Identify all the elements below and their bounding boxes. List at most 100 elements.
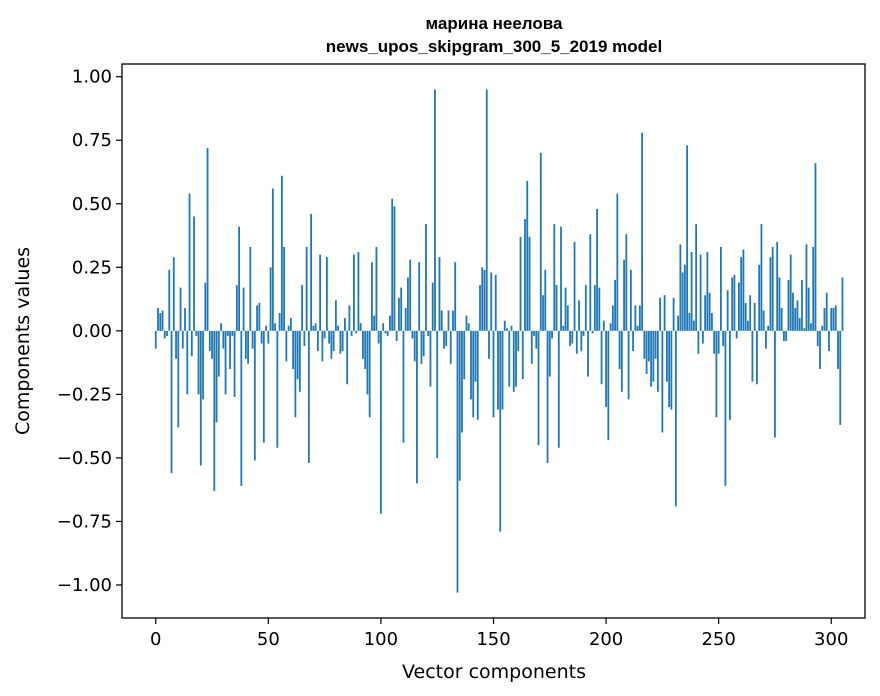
- bar: [289, 318, 292, 331]
- bar: [548, 330, 551, 377]
- bar: [645, 330, 648, 375]
- bar: [407, 277, 409, 331]
- y-tick-label: 0.50: [72, 194, 112, 215]
- bar: [596, 208, 598, 331]
- bar: [758, 264, 761, 331]
- bar: [553, 224, 556, 331]
- bar: [242, 287, 245, 331]
- bar: [188, 193, 191, 331]
- bar: [159, 313, 162, 331]
- bar: [692, 320, 695, 331]
- bar: [181, 330, 184, 349]
- bar: [760, 224, 763, 331]
- bar: [319, 254, 322, 331]
- bar: [506, 328, 508, 331]
- bar: [528, 236, 531, 331]
- bar: [226, 330, 229, 336]
- bar: [575, 330, 578, 354]
- bar: [593, 285, 596, 331]
- bar: [470, 330, 472, 400]
- bar: [747, 320, 749, 331]
- bar: [634, 305, 637, 331]
- bar: [742, 249, 745, 331]
- bar: [472, 330, 475, 418]
- x-tick-label: 300: [814, 629, 848, 650]
- bar: [262, 330, 265, 443]
- bar: [240, 330, 243, 486]
- bar: [166, 330, 168, 336]
- bar: [699, 254, 702, 331]
- bar: [481, 267, 484, 331]
- bar: [366, 330, 369, 395]
- bar: [220, 323, 222, 331]
- bar: [485, 89, 488, 331]
- bar: [386, 330, 389, 336]
- bar: [184, 307, 186, 331]
- bar: [314, 323, 317, 331]
- bar: [213, 330, 216, 491]
- bar: [305, 246, 308, 331]
- bar: [512, 330, 515, 392]
- bar: [175, 330, 177, 359]
- bar: [587, 330, 589, 377]
- bar: [438, 257, 441, 331]
- bar: [510, 325, 513, 331]
- bar: [258, 302, 261, 331]
- bar: [168, 269, 171, 331]
- bar: [328, 330, 331, 344]
- bar: [436, 330, 439, 458]
- bar: [551, 330, 553, 339]
- bar: [819, 330, 821, 369]
- bar: [623, 259, 625, 331]
- bar: [825, 292, 828, 331]
- bar: [253, 330, 256, 461]
- bar: [177, 330, 180, 428]
- bar: [720, 246, 722, 331]
- bar: [492, 330, 495, 418]
- bar: [609, 323, 612, 331]
- bar: [427, 330, 430, 336]
- bar: [398, 297, 400, 331]
- bar: [233, 330, 236, 397]
- bar: [713, 330, 716, 354]
- bar: [632, 330, 634, 352]
- bar: [647, 330, 650, 362]
- bar: [524, 219, 526, 331]
- bar: [211, 330, 213, 359]
- bar: [726, 290, 729, 331]
- bar: [584, 285, 587, 331]
- bar: [807, 287, 810, 331]
- x-tick-label: 150: [476, 629, 510, 650]
- bar: [321, 330, 324, 362]
- bar: [271, 188, 274, 331]
- bar: [276, 330, 279, 448]
- bar: [654, 330, 657, 359]
- bar: [224, 330, 227, 395]
- bar: [422, 330, 425, 357]
- bar: [832, 307, 835, 331]
- bar: [186, 330, 189, 395]
- bar: [325, 257, 328, 331]
- bar: [348, 305, 351, 331]
- bar: [229, 330, 231, 369]
- bar: [715, 330, 718, 418]
- bar: [762, 310, 765, 331]
- bar: [652, 330, 655, 382]
- bar: [690, 252, 693, 331]
- bar: [287, 325, 290, 331]
- bar: [488, 330, 490, 359]
- bar: [400, 287, 403, 331]
- bar: [490, 272, 493, 331]
- bar: [353, 254, 355, 331]
- plot-frame: [121, 63, 866, 619]
- bar: [316, 330, 319, 352]
- bar: [830, 307, 833, 331]
- bar: [238, 226, 240, 331]
- bar: [373, 315, 376, 331]
- bar: [744, 302, 747, 331]
- bar: [611, 305, 614, 331]
- bar: [280, 175, 283, 331]
- y-tick-label: −1.00: [57, 575, 112, 596]
- y-tick-label: −0.75: [57, 511, 112, 532]
- bar: [312, 325, 315, 331]
